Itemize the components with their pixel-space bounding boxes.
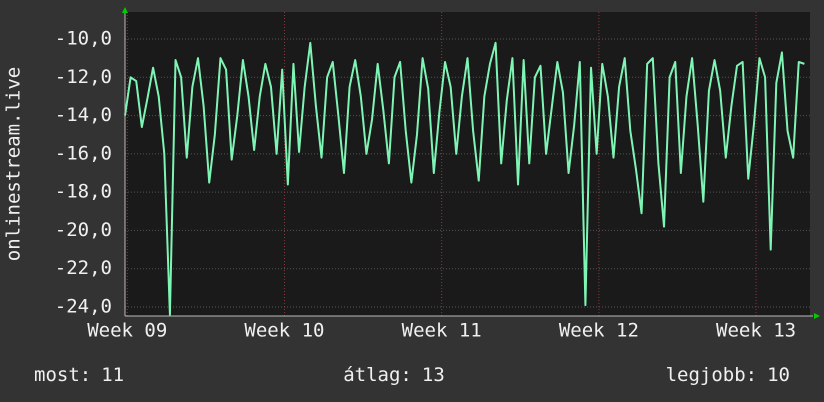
y-tick-label: -14,0 bbox=[55, 104, 112, 126]
plot bbox=[124, 41, 805, 316]
x-tick-label: Week 13 bbox=[716, 320, 796, 342]
stat-label: átlag: bbox=[343, 364, 412, 386]
y-tick-label: -18,0 bbox=[55, 181, 112, 203]
x-tick-label: Week 12 bbox=[559, 320, 639, 342]
stat-label: legjobb: bbox=[666, 364, 758, 386]
y-tick-label: -24,0 bbox=[55, 296, 112, 318]
y-tick-label: -16,0 bbox=[55, 142, 112, 164]
x-tick-label: Week 09 bbox=[87, 320, 167, 342]
y-arrow bbox=[122, 7, 128, 13]
y-axis-label: onlinestream.live bbox=[3, 67, 25, 261]
x-arrow bbox=[814, 313, 820, 319]
grid bbox=[125, 12, 810, 316]
x-tick-label: Week 10 bbox=[244, 320, 324, 342]
stat-label: most: bbox=[34, 364, 91, 386]
y-tick-label: -12,0 bbox=[55, 66, 112, 88]
stat-value: 10 bbox=[767, 364, 790, 386]
footer-stat: átlag: 13 bbox=[343, 364, 445, 386]
x-tick-label: Week 11 bbox=[402, 320, 482, 342]
stat-value: 13 bbox=[422, 364, 445, 386]
y-tick-label: -20,0 bbox=[55, 219, 112, 241]
data-line bbox=[124, 41, 805, 316]
footer: most: 11 átlag: 13 legjobb: 10 bbox=[34, 364, 790, 386]
stat-value: 11 bbox=[101, 364, 124, 386]
y-tick-label: -22,0 bbox=[55, 257, 112, 279]
footer-stat: legjobb: 10 bbox=[666, 364, 790, 386]
footer-stat: most: 11 bbox=[34, 364, 124, 386]
y-tick-label: -10,0 bbox=[55, 27, 112, 49]
